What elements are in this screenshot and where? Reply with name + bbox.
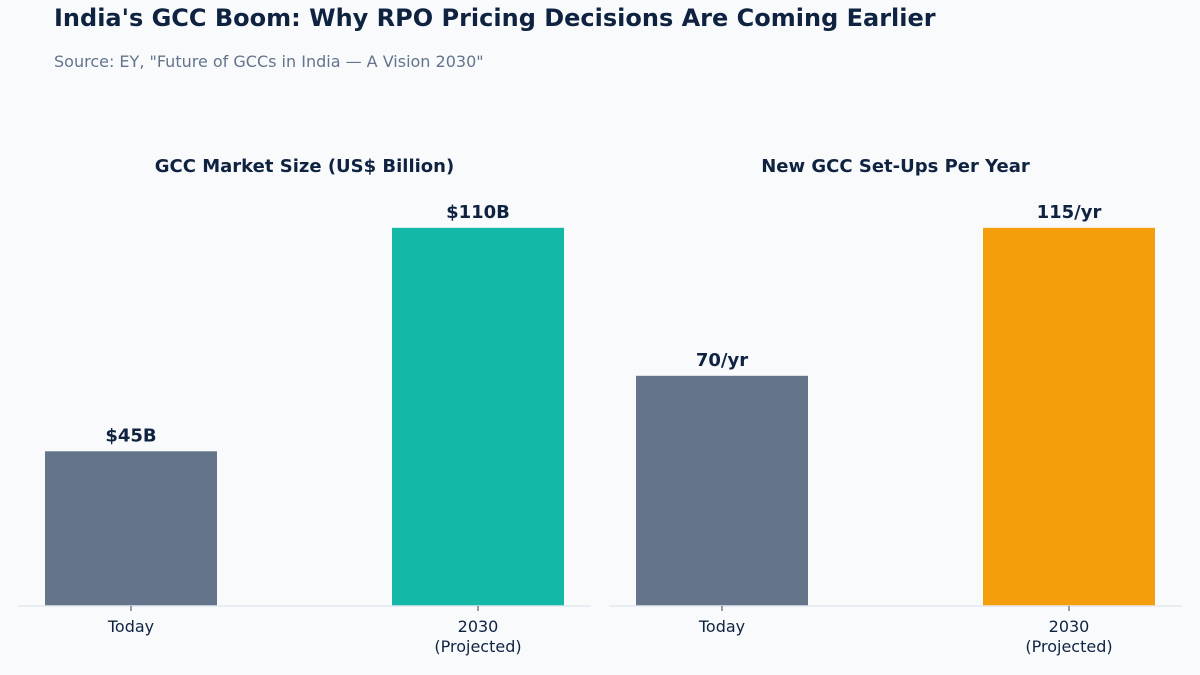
chart-market-size-title: GCC Market Size (US$ Billion) <box>155 156 454 177</box>
chart-market-size-tick-label-1: Today <box>107 617 154 636</box>
chart-new-setups-title: New GCC Set-Ups Per Year <box>761 156 1030 177</box>
chart-market-size-data-label-1: $45B <box>105 425 156 446</box>
chart-new-setups-data-label-1: 70/yr <box>696 350 748 371</box>
chart-new-setups-tick-label-2: 2030 (Projected) <box>1025 617 1112 656</box>
chart-market-size-data-label-2: $110B <box>446 202 510 223</box>
chart-market-size-tick-label-2: 2030 (Projected) <box>434 617 521 656</box>
chart-new-setups: New GCC Set-Ups Per Year 70/yr 115/yr Today… <box>591 0 1191 675</box>
page-title: India's GCC Boom: Why RPO Pricing Decisi… <box>54 4 936 32</box>
chart-new-setups-tick-label-1: Today <box>698 617 745 636</box>
chart-market-size: GCC Market Size (US$ Billion) $45B $110B To… <box>18 156 591 656</box>
page-subtitle: Source: EY, "Future of GCCs in India — A… <box>54 52 484 71</box>
chart-market-size-bar-2 <box>392 227 564 606</box>
chart-new-setups-svg: New GCC Set-Ups Per Year 70/yr 115/yr Today… <box>609 156 1182 656</box>
chart-new-setups-data-label-2: 115/yr <box>1037 202 1102 223</box>
chart-market-size-svg: GCC Market Size (US$ Billion) $45B $110B To… <box>18 156 591 656</box>
chart-market-size-bar-1 <box>45 451 217 606</box>
chart-new-setups-bar-1 <box>636 375 808 606</box>
chart-new-setups-bar-2 <box>983 227 1155 606</box>
